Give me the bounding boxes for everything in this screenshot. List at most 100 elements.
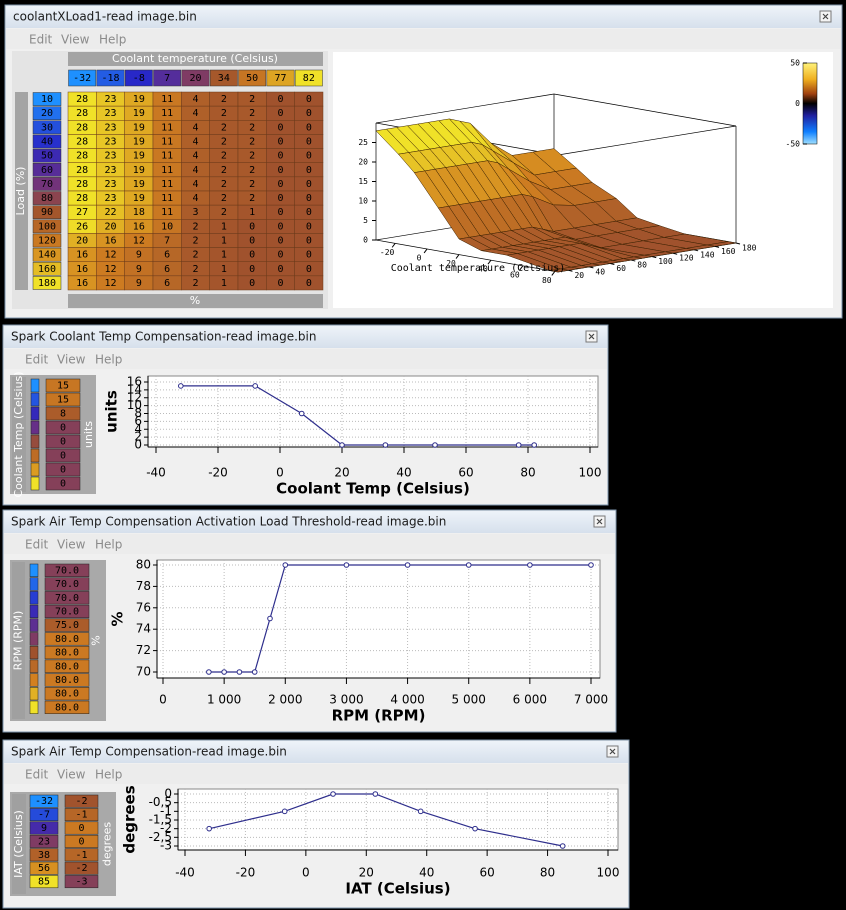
cell-value: 2 xyxy=(192,278,198,289)
row-header-cell xyxy=(32,219,62,234)
cell-value: 2 xyxy=(221,122,227,133)
y-tick-label: 60 xyxy=(616,264,626,273)
menu-item[interactable]: Help xyxy=(95,353,122,367)
cell-value: -2 xyxy=(75,863,87,874)
row-header: 50 xyxy=(41,151,53,162)
menu-item[interactable]: View xyxy=(57,538,86,552)
data-point xyxy=(236,669,243,675)
row-header-cell xyxy=(29,673,39,687)
colorbar-label: 50 xyxy=(790,59,800,68)
column-header-cell xyxy=(266,69,295,87)
cell-value: 28 xyxy=(76,122,88,133)
close-icon[interactable] xyxy=(609,748,616,755)
menu-item[interactable]: View xyxy=(57,768,86,782)
cell-value: 70.0 xyxy=(55,606,79,617)
y-tick-label: -1,5 xyxy=(149,813,172,827)
cell-value: 2 xyxy=(192,250,198,261)
cell-value: 80.0 xyxy=(55,648,79,659)
cell-value: 16 xyxy=(76,278,88,289)
cell-value: 23 xyxy=(104,108,116,119)
row-header-cell xyxy=(29,848,59,862)
cell-value: 1 xyxy=(221,236,227,247)
cell-value: 6 xyxy=(164,264,170,275)
x-tick xyxy=(455,254,460,259)
row-header: 40 xyxy=(41,137,53,148)
row-header: 120 xyxy=(38,236,56,247)
cell-value: 0 xyxy=(249,278,255,289)
cell-value: 0 xyxy=(277,221,283,232)
y-tick xyxy=(735,242,741,245)
column-header-cell xyxy=(181,69,210,87)
menu-item[interactable]: View xyxy=(57,353,86,367)
column-header: 34 xyxy=(218,73,230,84)
cell-value: 0 xyxy=(306,94,312,105)
cell-value: 70.0 xyxy=(55,565,79,576)
menu-item[interactable]: Help xyxy=(95,538,122,552)
table-cell xyxy=(44,618,90,632)
cell-value: 0 xyxy=(277,151,283,162)
menu-item[interactable]: Help xyxy=(99,33,126,47)
x-tick-label: 40 xyxy=(478,265,488,274)
table-cell xyxy=(45,448,81,463)
cell-value: 23 xyxy=(104,94,116,105)
row-header-cell xyxy=(32,247,62,262)
row-header-cell xyxy=(32,148,62,163)
data-point xyxy=(404,562,411,568)
row-header-cell xyxy=(29,834,59,848)
cell-value: 28 xyxy=(76,165,88,176)
cell-value: 0 xyxy=(78,823,84,834)
window-title: Spark Air Temp Compensation Activation L… xyxy=(11,515,446,529)
menu-bar xyxy=(6,29,841,49)
menu-item[interactable]: Help xyxy=(95,768,122,782)
cell-value: 2 xyxy=(192,236,198,247)
x-tick xyxy=(487,259,492,265)
row-header-cell xyxy=(29,821,59,835)
cell-value: 26 xyxy=(76,221,88,232)
menu-item[interactable]: View xyxy=(61,33,90,47)
z-tick-label: 0 xyxy=(363,236,368,245)
y-tick-label: -1 xyxy=(160,804,172,818)
colorbar-label: -50 xyxy=(786,140,801,149)
row-header-cell xyxy=(32,106,62,121)
x-tick-label: -20 xyxy=(380,248,395,257)
row-header: -32 xyxy=(35,796,53,807)
y-tick-label: 10 xyxy=(127,398,142,412)
row-header-cell xyxy=(30,406,40,421)
table-cell xyxy=(45,462,81,477)
x-tick-label: 1 000 xyxy=(207,693,241,707)
row-header-cell xyxy=(30,434,40,449)
y-tick-label: -2,5 xyxy=(149,830,172,844)
data-line xyxy=(180,385,535,446)
menu-item[interactable]: Edit xyxy=(25,353,49,367)
x-tick-label: 60 xyxy=(458,466,473,480)
menu-item[interactable]: Edit xyxy=(29,33,53,47)
cell-value: 0 xyxy=(249,221,255,232)
cell-value: 1 xyxy=(221,250,227,261)
cell-value: 0 xyxy=(306,221,312,232)
row-header: 180 xyxy=(38,278,56,289)
menu-item[interactable]: Edit xyxy=(25,538,49,552)
row-header: 100 xyxy=(38,221,56,232)
cell-value: 2 xyxy=(221,179,227,190)
cell-value: 0 xyxy=(277,278,283,289)
cell-value: 12 xyxy=(104,264,116,275)
row-header-cell xyxy=(32,162,62,177)
table-cell xyxy=(64,794,99,808)
y-tick-label: 70 xyxy=(136,665,151,679)
cell-value: 15 xyxy=(57,381,69,392)
cell-value: -3 xyxy=(75,877,87,888)
cell-value: 11 xyxy=(161,207,173,218)
cell-value: 0 xyxy=(60,437,66,448)
data-point xyxy=(343,562,350,568)
close-icon[interactable] xyxy=(588,333,595,340)
close-icon[interactable] xyxy=(596,518,603,525)
y-tick-label: 12 xyxy=(127,390,142,404)
row-header: 140 xyxy=(38,250,56,261)
cell-value: 2 xyxy=(249,94,255,105)
close-icon[interactable] xyxy=(822,13,829,20)
x-tick-label: -20 xyxy=(236,866,256,880)
data-point xyxy=(282,562,289,568)
cell-value: -1 xyxy=(75,810,87,821)
table-cell xyxy=(64,808,99,822)
menu-item[interactable]: Edit xyxy=(25,768,49,782)
